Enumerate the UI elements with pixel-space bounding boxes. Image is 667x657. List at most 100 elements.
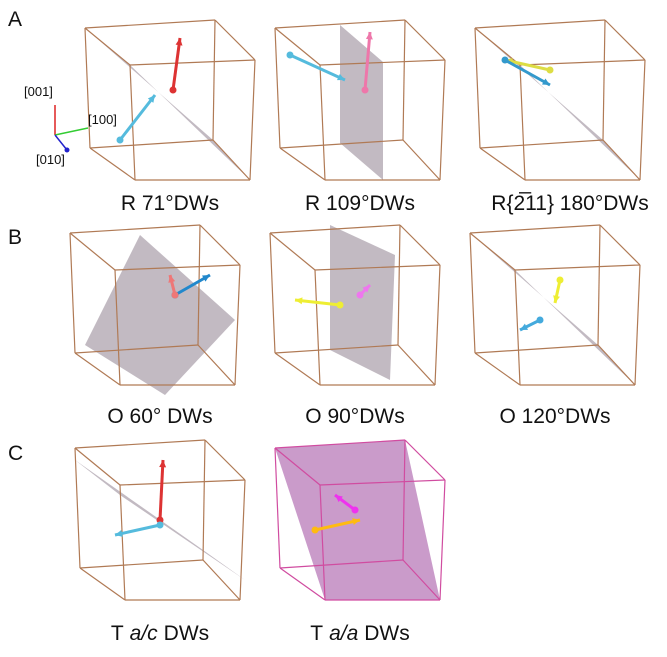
- caption-part: T: [310, 622, 323, 645]
- panel-label: A: [8, 8, 22, 31]
- domain-wall: [85, 28, 250, 180]
- triad: [55, 105, 88, 153]
- caption: O 60° DWs: [107, 405, 212, 428]
- caption-part: DWs: [164, 622, 210, 645]
- arrow-base: [547, 67, 554, 74]
- cube-edge: [75, 440, 205, 448]
- arrow-base: [170, 87, 177, 94]
- caption-part: a/c: [130, 622, 159, 645]
- cube-edge: [403, 140, 440, 180]
- cube-edge: [440, 480, 445, 600]
- cube-edge: [205, 440, 245, 480]
- arrow-base: [337, 302, 344, 309]
- polarization-arrow: [290, 55, 345, 80]
- axis-label: [100]: [88, 112, 117, 127]
- cube-edge: [435, 265, 440, 385]
- cube-edge: [75, 448, 120, 485]
- cube-edge: [403, 20, 405, 140]
- cube-edge: [320, 65, 325, 180]
- cube-edge: [315, 270, 320, 385]
- cube-edge: [475, 353, 520, 385]
- cube-edge: [80, 568, 125, 600]
- cube-edge: [120, 485, 125, 600]
- cube-edge: [250, 60, 255, 180]
- cube-edge: [203, 560, 240, 600]
- panel-label: B: [8, 226, 22, 249]
- cube-edge: [215, 20, 255, 60]
- cube-edge: [120, 480, 245, 485]
- cube-edge: [235, 265, 240, 385]
- cube-edge: [80, 560, 203, 568]
- arrow-base: [352, 507, 359, 514]
- domain-wall: [340, 25, 383, 180]
- arrow-head: [159, 460, 166, 467]
- polarization-arrow: [173, 38, 180, 90]
- cube-edge: [275, 448, 280, 568]
- caption: O 120°DWs: [499, 405, 610, 428]
- cube-edge: [640, 60, 645, 180]
- cube-edge: [398, 225, 400, 345]
- cube-edge: [598, 225, 600, 345]
- domain-wall: [85, 235, 235, 395]
- arrow-base: [537, 317, 544, 324]
- cube-edge: [400, 225, 440, 265]
- cube-edge: [75, 448, 80, 568]
- panel-label: C: [8, 442, 23, 465]
- arrow-base: [362, 87, 369, 94]
- cube-edge: [475, 345, 598, 353]
- cube-edge: [480, 148, 525, 180]
- caption: R{2̅11} 180°DWs: [491, 192, 648, 215]
- domain-wall: [475, 28, 640, 180]
- arrow-head: [366, 32, 373, 39]
- caption: R 109°DWs: [305, 192, 415, 215]
- cube-edge: [85, 28, 90, 148]
- cube-edge: [603, 20, 605, 140]
- cube-edge: [470, 233, 515, 270]
- arrow-base: [157, 522, 164, 529]
- cube-edge: [515, 265, 640, 270]
- cube-edge: [70, 225, 200, 233]
- cube-edge: [440, 60, 445, 180]
- figure: A B C [001] [100] [010] R 71°DWs R 109°D…: [0, 0, 667, 657]
- axis-label: [010]: [36, 152, 65, 167]
- cube-edge: [280, 148, 325, 180]
- cube-edge: [470, 225, 600, 233]
- arrow-base: [287, 52, 294, 59]
- caption: O 90°DWs: [305, 405, 404, 428]
- cube-edge: [275, 353, 320, 385]
- cube-edge: [70, 233, 115, 270]
- cube-edge: [600, 225, 640, 265]
- cube-edge: [85, 20, 215, 28]
- arrow-base: [312, 527, 319, 534]
- cube-edge: [270, 233, 275, 353]
- cube-edge: [213, 140, 250, 180]
- cube-edge: [603, 140, 640, 180]
- caption: R 71°DWs: [121, 192, 219, 215]
- cube-edge: [240, 480, 245, 600]
- polarization-arrow: [160, 460, 163, 520]
- cube-edge: [480, 140, 603, 148]
- cube-edge: [635, 265, 640, 385]
- cube-edge: [270, 233, 315, 270]
- cube-edge: [275, 28, 280, 148]
- cube-edge: [475, 28, 480, 148]
- cube-edge: [405, 20, 445, 60]
- cube-edge: [598, 345, 635, 385]
- cube-edge: [70, 233, 75, 353]
- cube-edge: [203, 440, 205, 560]
- cube-edge: [213, 20, 215, 140]
- arrow-base: [172, 292, 179, 299]
- cube-edge: [198, 345, 235, 385]
- cube-edge: [475, 20, 605, 28]
- caption-part: a/a: [329, 622, 358, 645]
- arrow-base: [117, 137, 124, 144]
- cube-edge: [200, 225, 240, 265]
- polarization-arrow: [120, 95, 155, 140]
- cube-edge: [90, 140, 213, 148]
- cube-edge: [85, 28, 130, 65]
- cube-edge: [605, 20, 645, 60]
- caption-part: T: [111, 622, 124, 645]
- cube-edge: [90, 148, 135, 180]
- cube-edge: [520, 65, 525, 180]
